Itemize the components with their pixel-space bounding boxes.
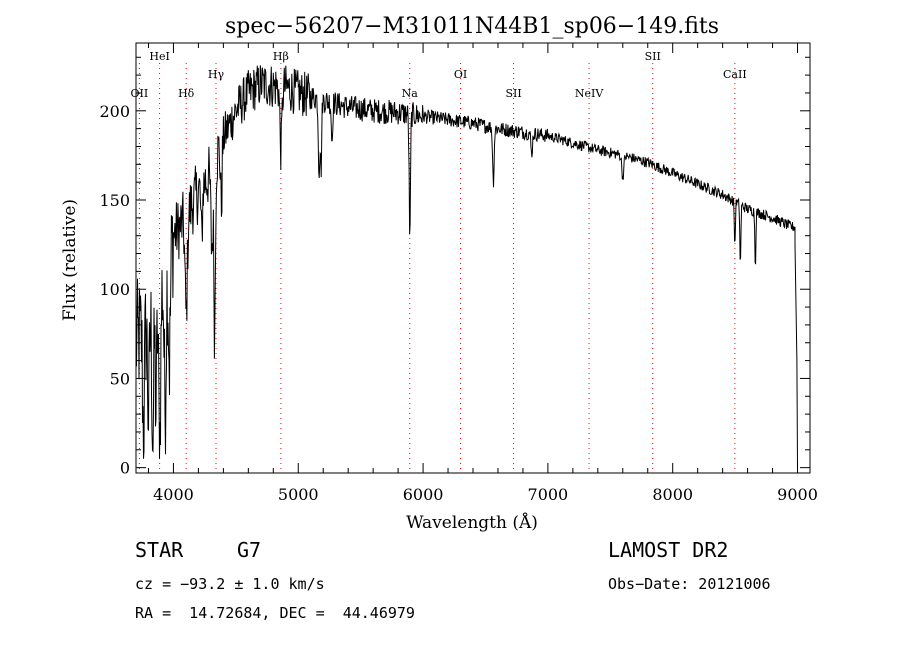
spectral-subclass: G7	[237, 538, 262, 562]
object-type: STAR	[135, 538, 184, 562]
line-label: Hβ	[273, 50, 289, 63]
coordinates: RA = 14.72684, DEC = 44.46979	[135, 604, 415, 622]
spectrum-line	[135, 65, 798, 468]
line-label: Hδ	[178, 87, 195, 100]
line-markers	[138, 63, 736, 473]
y-tick-label: 200	[99, 102, 130, 121]
y-tick-label: 50	[110, 369, 130, 388]
x-tick-label: 4000	[153, 485, 194, 504]
line-label: NeIV	[575, 87, 604, 100]
x-tick-label: 8000	[652, 485, 693, 504]
y-tick-label: 0	[120, 459, 130, 478]
x-tick-label: 9000	[777, 485, 818, 504]
line-label: OII	[131, 87, 149, 100]
y-tick-label: 150	[99, 191, 130, 210]
survey-name: LAMOST DR2	[608, 538, 729, 562]
x-axis-label: Wavelength (Å)	[406, 512, 538, 533]
line-label: Na	[402, 87, 419, 100]
y-tick-label: 100	[99, 280, 130, 299]
line-label: HeI	[149, 50, 169, 63]
y-axis-ticks: 0 50 100 150 200	[99, 56, 810, 478]
line-label: SII	[505, 87, 521, 100]
x-tick-label: 5000	[278, 485, 319, 504]
y-axis-label: Flux (relative)	[60, 199, 80, 321]
line-label: OI	[454, 68, 467, 81]
line-label: SII	[645, 50, 661, 63]
obs-date: Obs−Date: 20121006	[608, 575, 771, 593]
x-tick-label: 6000	[403, 485, 444, 504]
x-tick-label: 7000	[528, 485, 569, 504]
line-label: CaII	[723, 68, 747, 81]
line-label: Hγ	[208, 68, 225, 81]
chart-title: spec−56207−M31011N44B1_sp06−149.fits	[225, 14, 719, 39]
x-axis-ticks: 4000 5000 6000 7000 8000 9000	[147, 43, 818, 504]
line-labels: OII HeI Hδ Hγ Hβ Na OI SII NeIV SII CaII	[131, 50, 747, 100]
redshift-readout: cz = −93.2 ± 1.0 km/s	[135, 575, 325, 593]
